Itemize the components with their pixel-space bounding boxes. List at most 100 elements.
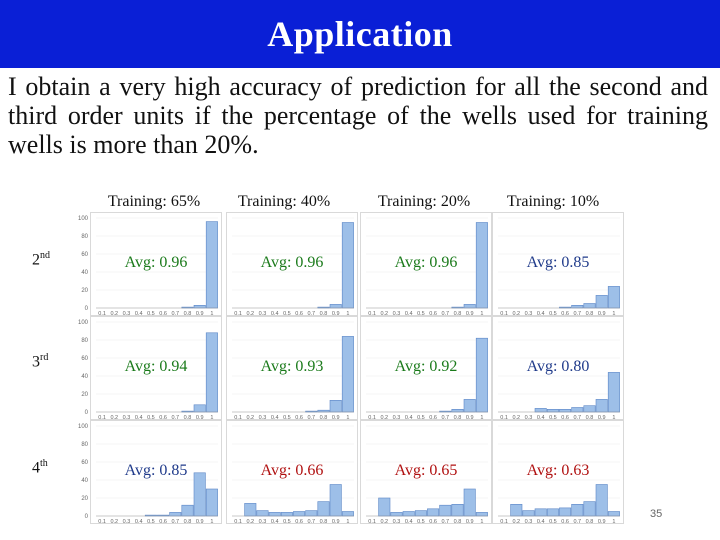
histogram-2nd-1: 0.1 0.2 0.3 0.4 0.5 0.6 0.7 0.8 0.9 1 Avg: 0.96 xyxy=(226,212,358,316)
histogram-bar xyxy=(427,508,440,517)
histogram-bar xyxy=(559,409,572,413)
histogram-bar xyxy=(390,512,403,517)
histogram-bar xyxy=(402,511,415,517)
histogram-bar xyxy=(546,508,559,517)
x-tick-label: 0.8 xyxy=(320,415,328,420)
histogram-bar xyxy=(546,409,559,413)
y-axis-labels-4th: 100 80 60 40 20 0 xyxy=(78,424,89,520)
histogram-bar xyxy=(595,399,608,413)
x-tick-label: 0.8 xyxy=(454,415,462,420)
x-tick-label: 0.2 xyxy=(246,519,254,524)
avg-annotation: Avg: 0.66 xyxy=(261,462,324,479)
x-tick-label: 0.1 xyxy=(500,415,508,420)
x-tick-label: 0.3 xyxy=(393,415,401,420)
x-tick-label: 0.5 xyxy=(147,519,155,524)
title-bar: Application xyxy=(0,0,720,68)
histogram-bar xyxy=(193,472,206,517)
x-tick-label: 0.1 xyxy=(500,519,508,524)
histogram-4th-3: 0.1 0.2 0.3 0.4 0.5 0.6 0.7 0.8 0.9 1 Avg: 0.63 xyxy=(492,420,624,524)
y-tick-label: 100 xyxy=(78,216,89,222)
histogram-2nd-2: 0.1 0.2 0.3 0.4 0.5 0.6 0.7 0.8 0.9 1 Avg: 0.96 xyxy=(360,212,492,316)
histogram-bar xyxy=(595,295,608,309)
avg-annotation: Avg: 0.96 xyxy=(261,254,324,271)
x-tick-label: 0.4 xyxy=(271,519,279,524)
x-tick-label: 0.1 xyxy=(368,311,376,316)
x-tick-label: 0.9 xyxy=(466,519,474,524)
histogram-bar xyxy=(317,501,330,517)
x-tick-label: 0.4 xyxy=(135,415,143,420)
x-tick-label: 0.9 xyxy=(598,311,606,316)
x-tick-label: 0.2 xyxy=(380,415,388,420)
x-tick-label: 0.8 xyxy=(586,311,594,316)
x-tick-label: 1 xyxy=(210,311,213,316)
page-number: 35 xyxy=(650,508,663,520)
histogram-bar xyxy=(329,304,342,309)
x-tick-label: 0.3 xyxy=(525,519,533,524)
x-tick-label: 0.8 xyxy=(184,519,192,524)
row-label-3rd: 3rd xyxy=(32,352,49,371)
histogram-bar xyxy=(341,511,354,517)
x-tick-label: 0.9 xyxy=(332,519,340,524)
x-tick-label: 0.5 xyxy=(147,311,155,316)
x-tick-label: 0.3 xyxy=(393,519,401,524)
x-tick-label: 0.9 xyxy=(332,311,340,316)
x-tick-label: 0.2 xyxy=(110,311,118,316)
histogram-bar xyxy=(451,504,464,517)
avg-annotation: Avg: 0.92 xyxy=(395,358,458,375)
histogram-bar xyxy=(414,510,427,517)
histogram-3rd-1: 0.1 0.2 0.3 0.4 0.5 0.6 0.7 0.8 0.9 1 Avg: 0.93 xyxy=(226,316,358,420)
x-tick-label: 1 xyxy=(480,519,483,524)
x-tick-label: 0.6 xyxy=(429,519,437,524)
histogram-bar xyxy=(181,504,194,517)
x-tick-label: 0.8 xyxy=(320,519,328,524)
x-tick-label: 0.2 xyxy=(246,311,254,316)
x-tick-label: 0.3 xyxy=(123,311,131,316)
histogram-bar xyxy=(583,501,596,517)
x-tick-label: 0.7 xyxy=(171,519,179,524)
x-tick-label: 0.9 xyxy=(196,415,204,420)
x-tick-label: 0.8 xyxy=(184,415,192,420)
histogram-bar xyxy=(595,484,608,517)
y-tick-label: 40 xyxy=(81,270,88,276)
x-tick-label: 0.5 xyxy=(417,311,425,316)
y-tick-label: 40 xyxy=(81,478,88,484)
histogram-bar xyxy=(583,303,596,309)
avg-annotation: Avg: 0.85 xyxy=(527,254,590,271)
y-tick-label: 0 xyxy=(85,306,89,312)
x-tick-label: 0.7 xyxy=(171,415,179,420)
x-tick-label: 0.5 xyxy=(549,519,557,524)
x-tick-label: 0.6 xyxy=(429,415,437,420)
histogram-bar xyxy=(475,337,488,413)
histogram-bar xyxy=(205,221,218,309)
x-tick-label: 0.9 xyxy=(466,415,474,420)
y-axis-labels-2nd: 100 80 60 40 20 0 xyxy=(78,216,89,312)
histogram-bar xyxy=(463,304,476,309)
histogram-bar xyxy=(463,488,476,517)
y-tick-label: 60 xyxy=(81,356,88,362)
histogram-bar xyxy=(193,305,206,309)
x-tick-label: 0.6 xyxy=(295,311,303,316)
histogram-bar xyxy=(256,510,269,517)
x-tick-label: 1 xyxy=(480,415,483,420)
histogram-2nd-3: 0.1 0.2 0.3 0.4 0.5 0.6 0.7 0.8 0.9 1 Avg: 0.85 xyxy=(492,212,624,316)
x-tick-label: 0.2 xyxy=(512,415,520,420)
histogram-bar xyxy=(280,512,293,517)
histogram-3rd-2: 0.1 0.2 0.3 0.4 0.5 0.6 0.7 0.8 0.9 1 Avg: 0.92 xyxy=(360,316,492,420)
x-tick-label: 0.7 xyxy=(441,415,449,420)
y-tick-label: 60 xyxy=(81,252,88,258)
avg-annotation: Avg: 0.96 xyxy=(395,254,458,271)
x-tick-label: 0.7 xyxy=(307,519,315,524)
histogram-bar xyxy=(268,512,281,517)
x-tick-label: 0.1 xyxy=(234,519,242,524)
x-tick-label: 0.7 xyxy=(441,519,449,524)
y-tick-label: 80 xyxy=(81,338,88,344)
body-text: I obtain a very high accuracy of predict… xyxy=(8,72,708,159)
x-tick-label: 0.5 xyxy=(283,415,291,420)
x-tick-label: 0.5 xyxy=(549,311,557,316)
slide-title: Application xyxy=(267,14,453,54)
x-tick-label: 0.6 xyxy=(295,519,303,524)
histogram-bar xyxy=(475,222,488,309)
row-label-4th: 4th xyxy=(32,458,48,477)
x-tick-label: 0.4 xyxy=(271,311,279,316)
x-tick-label: 0.7 xyxy=(307,311,315,316)
